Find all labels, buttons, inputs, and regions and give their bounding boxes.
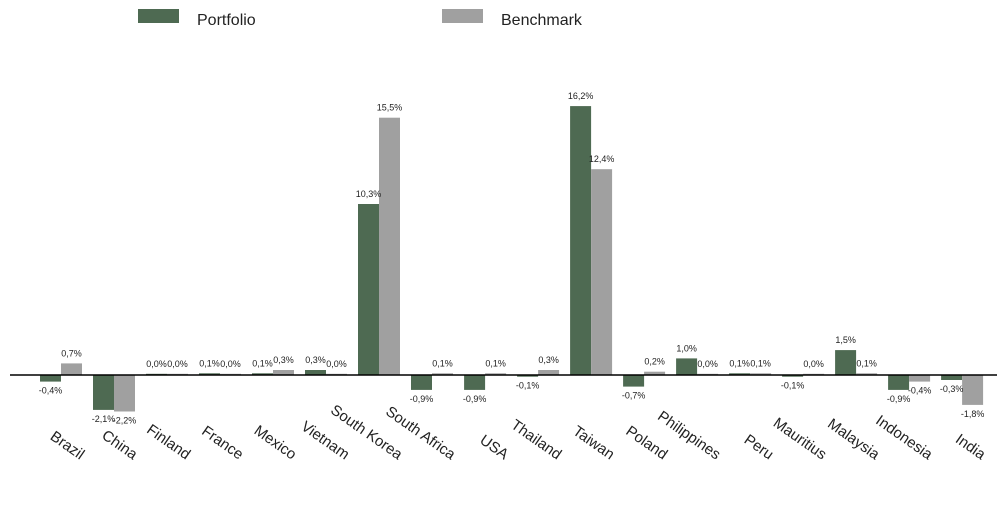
data-label-benchmark-taiwan: 12,4%: [589, 154, 615, 164]
bar-portfolio-brazil: [40, 375, 61, 382]
data-label-portfolio-france: 0,1%: [199, 358, 220, 368]
data-label-portfolio-china: -2,1%: [92, 414, 116, 424]
bar-portfolio-thailand: [517, 375, 539, 377]
legend-swatch-portfolio: [138, 9, 179, 23]
data-label-portfolio-usa: -0,9%: [463, 394, 487, 404]
data-label-portfolio-vietnam: 0,3%: [305, 355, 326, 365]
bar-benchmark-south-korea: [379, 117, 400, 375]
bar-portfolio-south-korea: [358, 204, 379, 375]
bar-portfolio-mexico: [252, 373, 273, 375]
bar-benchmark-brazil: [61, 363, 82, 375]
data-label-portfolio-peru: 0,1%: [729, 358, 750, 368]
data-label-benchmark-malaysia: 0,1%: [856, 358, 877, 368]
data-label-portfolio-poland: -0,7%: [622, 391, 646, 401]
data-label-benchmark-brazil: 0,7%: [61, 348, 82, 358]
bar-benchmark-taiwan: [591, 169, 613, 375]
data-label-benchmark-usa: 0,1%: [485, 358, 506, 368]
data-label-benchmark-finland: 0,0%: [167, 359, 188, 369]
data-labels: -0,4%0,7%-2,1%-2,2%0,0% 0,0% 0,1% 0,0% 0,1% 0…: [39, 91, 985, 425]
tick-label-usa: USA: [477, 432, 512, 464]
data-label-portfolio-thailand: -0,1%: [516, 381, 540, 391]
data-label-portfolio-taiwan: 16,2%: [568, 91, 594, 101]
tick-label-india: India: [952, 431, 989, 464]
bar-portfolio-india: [941, 375, 963, 380]
bar-benchmark-south-africa: [432, 373, 453, 375]
data-label-benchmark-thailand: 0,3%: [538, 355, 559, 365]
data-label-benchmark-mauritius: 0,0%: [803, 359, 824, 369]
bar-benchmark-india: [962, 375, 984, 405]
tick-label-finland: Finland: [143, 421, 193, 463]
bar-benchmark-mexico: [273, 370, 294, 375]
tick-label-taiwan: Taiwan: [570, 423, 618, 464]
bar-portfolio-usa: [464, 375, 486, 390]
data-label-benchmark-france: 0,0%: [220, 359, 241, 369]
legend-label-benchmark: Benchmark: [501, 12, 583, 29]
data-label-portfolio-mexico: 0,1%: [252, 358, 273, 368]
data-label-benchmark-poland: 0,2%: [644, 357, 665, 367]
data-label-portfolio-indonesia: -0,9%: [887, 394, 911, 404]
tick-label-china: China: [99, 427, 141, 464]
bar-benchmark-malaysia: [856, 373, 878, 375]
data-label-portfolio-philippines: 1,0%: [676, 343, 697, 353]
data-label-benchmark-south-korea: 15,5%: [377, 103, 403, 113]
data-label-benchmark-vietnam: 0,0%: [326, 359, 347, 369]
data-label-portfolio-south-africa: -0,9%: [410, 394, 434, 404]
bar-benchmark-poland: [644, 371, 666, 375]
data-label-portfolio-south-korea: 10,3%: [356, 189, 382, 199]
bar-benchmark-thailand: [538, 370, 560, 375]
data-label-benchmark-mexico: 0,3%: [273, 355, 294, 365]
tick-label-mauritius: Mauritius: [770, 414, 830, 463]
tick-label-brazil: Brazil: [47, 428, 87, 463]
data-label-benchmark-south-africa: 0,1%: [432, 358, 453, 368]
bar-portfolio-vietnam: [305, 370, 326, 375]
tick-label-france: France: [198, 423, 246, 464]
data-label-portfolio-malaysia: 1,5%: [835, 335, 856, 345]
bar-portfolio-philippines: [676, 358, 698, 375]
data-label-portfolio-mauritius: -0,1%: [781, 381, 805, 391]
tick-label-indonesia: Indonesia: [873, 412, 937, 464]
tick-label-mexico: Mexico: [251, 422, 300, 463]
bar-portfolio-china: [93, 375, 114, 410]
data-label-benchmark-india: -1,8%: [961, 409, 985, 419]
bar-benchmark-indonesia: [909, 375, 931, 382]
bar-portfolio-peru: [729, 373, 751, 375]
legend-label-portfolio: Portfolio: [197, 12, 256, 29]
data-label-benchmark-peru: 0,1%: [750, 358, 771, 368]
tick-label-poland: Poland: [623, 423, 671, 464]
bar-portfolio-taiwan: [570, 106, 592, 375]
bars: [40, 106, 984, 412]
data-label-portfolio-india: -0,3%: [940, 384, 964, 394]
bar-benchmark-usa: [485, 373, 507, 375]
bar-portfolio-poland: [623, 375, 645, 387]
bar-benchmark-china: [114, 375, 135, 412]
data-label-benchmark-philippines: 0,0%: [697, 359, 718, 369]
bar-portfolio-south-africa: [411, 375, 432, 390]
data-label-portfolio-brazil: -0,4%: [39, 386, 63, 396]
data-label-benchmark-indonesia: -0,4%: [908, 386, 932, 396]
bar-benchmark-peru: [750, 373, 772, 375]
bar-portfolio-indonesia: [888, 375, 910, 390]
legend: Portfolio Benchmark: [138, 9, 583, 29]
legend-swatch-benchmark: [442, 9, 483, 23]
category-tick-labels: Brazil China Finland France MexicoVietnamSou…: [47, 402, 989, 464]
bar-portfolio-malaysia: [835, 350, 857, 375]
bar-portfolio-france: [199, 373, 220, 375]
tick-label-thailand: Thailand: [508, 416, 565, 463]
data-label-portfolio-finland: 0,0%: [146, 359, 167, 369]
tick-label-peru: Peru: [741, 431, 777, 463]
bar-portfolio-mauritius: [782, 375, 804, 377]
data-label-benchmark-china: -2,2%: [113, 416, 137, 426]
